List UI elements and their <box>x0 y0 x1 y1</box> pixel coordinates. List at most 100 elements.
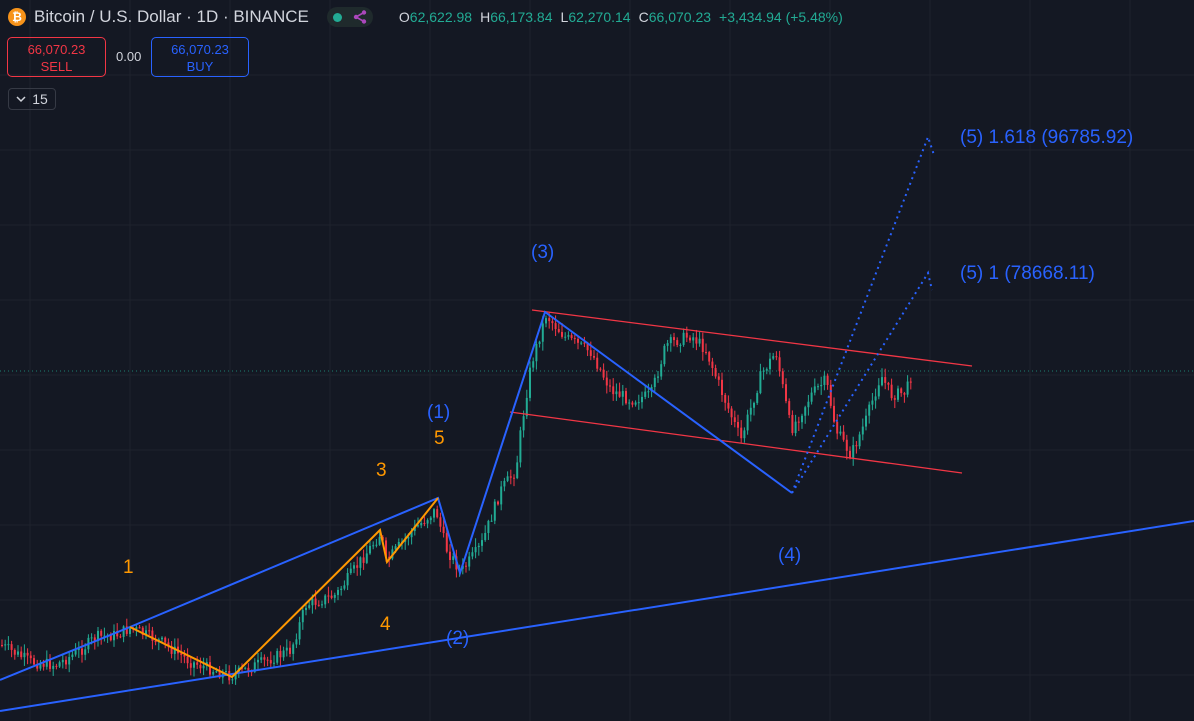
wave-3-label: 3 <box>376 460 387 481</box>
candle-body <box>180 653 183 655</box>
candle-body <box>733 417 736 423</box>
candle-body <box>605 377 608 386</box>
candle-body <box>701 338 704 352</box>
candle-body <box>762 370 765 372</box>
candle-body <box>484 532 487 541</box>
candle-body <box>215 671 218 673</box>
indicator-pill[interactable] <box>326 7 373 27</box>
candle-body <box>663 345 666 365</box>
candle-body <box>503 480 506 487</box>
candle-body <box>557 329 560 332</box>
candle-body <box>673 337 675 341</box>
candle-body <box>372 545 375 547</box>
candle-body <box>423 522 426 524</box>
candle-body <box>196 662 199 665</box>
candle-body <box>314 598 317 605</box>
candle-body <box>689 337 691 341</box>
candle-body <box>529 367 531 398</box>
candle-body <box>593 355 595 358</box>
candle-body <box>525 397 528 417</box>
candle-body <box>845 439 848 451</box>
candle-body <box>893 398 896 400</box>
candle-body <box>65 659 67 665</box>
candle-body <box>900 388 903 394</box>
candle-body <box>532 361 535 368</box>
symbol-title[interactable]: Bitcoin / U.S. Dollar · 1D · BINANCE <box>34 7 309 26</box>
candle-body <box>631 402 634 405</box>
interval-selector[interactable]: 15 <box>8 88 56 110</box>
candle-body <box>225 671 227 673</box>
candle-body <box>93 637 96 641</box>
candle-body <box>903 393 906 395</box>
candle-body <box>756 393 759 403</box>
buy-label: BUY <box>186 59 214 74</box>
candle-body <box>644 391 647 397</box>
candle-body <box>97 630 99 641</box>
candle-body <box>436 509 439 518</box>
candle-body <box>647 391 650 393</box>
chevron-down-icon <box>16 96 26 103</box>
candle-body <box>497 501 499 505</box>
candle-body <box>625 391 627 404</box>
candle-body <box>599 368 602 370</box>
candle-body <box>612 386 615 395</box>
candle-body <box>797 421 800 423</box>
spread-value: 0.00 <box>116 49 142 64</box>
candle-body <box>7 644 10 646</box>
candle-body <box>717 376 720 380</box>
candle-body <box>749 407 752 415</box>
bitcoin-icon: ₿ <box>8 8 26 26</box>
candle-body <box>305 607 307 611</box>
candle-body <box>596 357 599 369</box>
candle-body <box>125 626 128 634</box>
sell-button[interactable]: 66,070.23 SELL <box>7 37 106 77</box>
candle-body <box>369 545 371 554</box>
candle-body <box>545 318 547 324</box>
candle-body <box>637 402 640 404</box>
candle-body <box>359 557 362 568</box>
low-value: 62,270.14 <box>568 9 631 25</box>
candle-body <box>301 610 304 623</box>
candle-body <box>890 384 893 399</box>
candle-body <box>298 622 301 640</box>
candle-body <box>346 573 349 586</box>
candle-body <box>68 657 71 665</box>
candle-body <box>426 520 429 524</box>
candle-body <box>439 517 442 527</box>
candle-body <box>183 654 186 657</box>
candle-body <box>449 551 451 560</box>
candle-body <box>100 630 103 636</box>
candle-body <box>705 351 707 353</box>
candle-body <box>698 338 701 344</box>
candle-body <box>90 637 93 639</box>
candle-body <box>769 358 771 370</box>
candle-body <box>394 546 397 550</box>
wave-5-label: 5 <box>434 428 445 449</box>
candle-body <box>365 553 368 563</box>
candle-body <box>781 371 784 385</box>
buy-button[interactable]: 66,070.23 BUY <box>151 37 249 77</box>
candle-body <box>324 595 327 605</box>
candle-body <box>202 665 205 669</box>
candle-body <box>410 531 413 538</box>
candle-body <box>337 589 339 595</box>
candle-body <box>26 652 29 656</box>
candle-body <box>500 486 503 505</box>
open-key: O <box>398 9 410 25</box>
candle-body <box>167 642 170 647</box>
candle-body <box>541 323 544 342</box>
candle-body <box>164 637 167 643</box>
candle-body <box>23 652 26 658</box>
candle-body <box>634 402 637 405</box>
candle-body <box>199 664 202 669</box>
candle-body <box>657 376 659 378</box>
candle-body <box>615 391 618 395</box>
candle-body <box>746 414 749 431</box>
candle-body <box>189 663 192 668</box>
candle-body <box>897 388 899 400</box>
candle-body <box>669 337 672 344</box>
candle-body <box>724 395 727 403</box>
candle-body <box>602 369 605 378</box>
candle-body <box>186 656 189 664</box>
